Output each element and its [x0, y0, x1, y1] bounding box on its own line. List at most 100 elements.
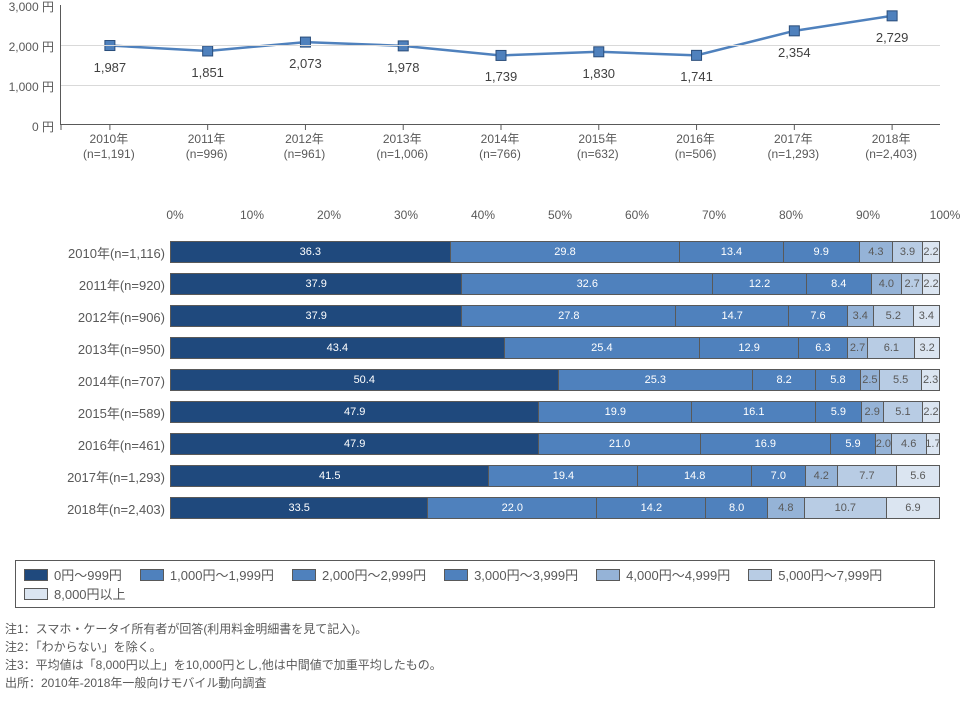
- bar-segment: 14.7: [676, 306, 789, 326]
- gridline: [61, 85, 940, 86]
- bar-segment: 2.5: [861, 370, 880, 390]
- data-label: 2,073: [289, 56, 322, 71]
- bar-segment: 25.3: [559, 370, 754, 390]
- row-bars: 50.425.38.25.82.55.52.3: [170, 369, 940, 391]
- bar-segment: 6.1: [868, 338, 915, 358]
- bar-segment: 43.4: [171, 338, 505, 358]
- bar-segment: 8.2: [753, 370, 816, 390]
- x-label: 2010年(n=1,191): [83, 130, 135, 161]
- row-bars: 37.927.814.77.63.45.23.4: [170, 305, 940, 327]
- x-label: 2016年(n=506): [675, 130, 717, 161]
- bar-segment: 4.6: [892, 434, 927, 454]
- bar-segment: 5.2: [874, 306, 914, 326]
- bar-segment: 2.2: [923, 274, 940, 294]
- row-bars: 36.329.813.49.94.33.92.2: [170, 241, 940, 263]
- row-label: 2018年(n=2,403): [5, 499, 170, 518]
- row-bars: 43.425.412.96.32.76.13.2: [170, 337, 940, 359]
- stacked-bar-chart: 2010年(n=1,116)36.329.813.49.94.33.92.220…: [5, 240, 950, 540]
- bar-segment: 6.3: [799, 338, 847, 358]
- footnote-line: 注3：平均値は「8,000円以上」を10,000円とし,他は中間値で加重平均した…: [5, 656, 442, 674]
- trend-line: [110, 16, 892, 56]
- bar-segment: 7.0: [752, 466, 806, 486]
- legend-item: 2,000円～2,999円: [292, 565, 426, 584]
- row-label: 2010年(n=1,116): [5, 243, 170, 262]
- data-label: 1,851: [191, 65, 224, 80]
- bar-segment: 7.7: [838, 466, 897, 486]
- data-marker: [692, 50, 702, 60]
- bar-segment: 5.1: [884, 402, 923, 422]
- bar-segment: 4.0: [872, 274, 903, 294]
- bar-segment: 2.2: [923, 402, 940, 422]
- x-label: 2017年(n=1,293): [767, 130, 819, 161]
- pct-tick: 0%: [166, 208, 183, 222]
- bar-segment: 21.0: [539, 434, 700, 454]
- footnote-line: 注1：スマホ・ケータイ所有者が回答(利用料金明細書を見て記入)。: [5, 620, 442, 638]
- bar-segment: 36.3: [171, 242, 451, 262]
- legend-swatch: [140, 569, 164, 581]
- row-bars: 41.519.414.87.04.27.75.6: [170, 465, 940, 487]
- bar-segment: 41.5: [171, 466, 489, 486]
- bar-segment: 9.9: [784, 242, 860, 262]
- data-label: 2,354: [778, 45, 811, 60]
- row-bars: 33.522.014.28.04.810.76.9: [170, 497, 940, 519]
- legend-item: 8,000円以上: [24, 584, 126, 603]
- x-label: 2013年(n=1,006): [376, 130, 428, 161]
- row-bars: 37.932.612.28.44.02.72.2: [170, 273, 940, 295]
- row-label: 2011年(n=920): [5, 275, 170, 294]
- data-marker: [496, 50, 506, 60]
- bar-segment: 6.9: [887, 498, 940, 518]
- bar-segment: 4.2: [806, 466, 838, 486]
- row-label: 2012年(n=906): [5, 307, 170, 326]
- x-label: 2015年(n=632): [577, 130, 619, 161]
- bar-segment: 8.4: [807, 274, 872, 294]
- line-chart: 1,9871,8512,0731,9781,7391,8301,7412,354…: [55, 5, 945, 185]
- stacked-row: 2017年(n=1,293)41.519.414.87.04.27.75.6: [5, 464, 950, 488]
- bar-segment: 47.9: [171, 434, 539, 454]
- bar-segment: 33.5: [171, 498, 428, 518]
- pct-tick: 30%: [394, 208, 418, 222]
- bar-segment: 14.2: [597, 498, 706, 518]
- bar-segment: 2.9: [862, 402, 884, 422]
- row-label: 2013年(n=950): [5, 339, 170, 358]
- pct-tick: 20%: [317, 208, 341, 222]
- bar-segment: 2.7: [848, 338, 869, 358]
- bar-segment: 1.7: [927, 434, 940, 454]
- data-marker: [594, 47, 604, 57]
- bar-segment: 12.9: [700, 338, 799, 358]
- legend-swatch: [292, 569, 316, 581]
- pct-tick: 40%: [471, 208, 495, 222]
- footnote-line: 出所：2010年-2018年一般向けモバイル動向調査: [5, 674, 442, 692]
- legend-label: 2,000円～2,999円: [322, 565, 426, 584]
- row-label: 2015年(n=589): [5, 403, 170, 422]
- stacked-row: 2014年(n=707)50.425.38.25.82.55.52.3: [5, 368, 950, 392]
- pct-tick: 70%: [702, 208, 726, 222]
- data-label: 1,978: [387, 60, 420, 75]
- legend-swatch: [24, 569, 48, 581]
- x-label: 2018年(n=2,403): [865, 130, 917, 161]
- bar-segment: 3.4: [914, 306, 940, 326]
- data-label: 1,830: [582, 66, 615, 81]
- bar-segment: 19.4: [489, 466, 638, 486]
- stacked-row: 2015年(n=589)47.919.916.15.92.95.12.2: [5, 400, 950, 424]
- pct-tick: 50%: [548, 208, 572, 222]
- bar-segment: 4.3: [860, 242, 893, 262]
- legend-swatch: [24, 588, 48, 600]
- pct-tick: 60%: [625, 208, 649, 222]
- data-label: 1,739: [485, 69, 518, 84]
- bar-segment: 5.5: [880, 370, 922, 390]
- stacked-row: 2016年(n=461)47.921.016.95.92.04.61.7: [5, 432, 950, 456]
- bar-segment: 5.9: [831, 434, 876, 454]
- bar-segment: 10.7: [805, 498, 887, 518]
- data-marker: [203, 46, 213, 56]
- y-tick-label: 3,000 円: [9, 0, 54, 15]
- bar-segment: 2.2: [923, 242, 940, 262]
- row-label: 2017年(n=1,293): [5, 467, 170, 486]
- bar-segment: 5.8: [816, 370, 861, 390]
- row-label: 2014年(n=707): [5, 371, 170, 390]
- legend-item: 5,000円～7,999円: [748, 565, 882, 584]
- data-label: 2,729: [876, 30, 909, 45]
- bar-segment: 2.0: [876, 434, 891, 454]
- legend-label: 0円～999円: [54, 565, 122, 584]
- stacked-row: 2012年(n=906)37.927.814.77.63.45.23.4: [5, 304, 950, 328]
- y-tick-label: 2,000 円: [9, 38, 54, 55]
